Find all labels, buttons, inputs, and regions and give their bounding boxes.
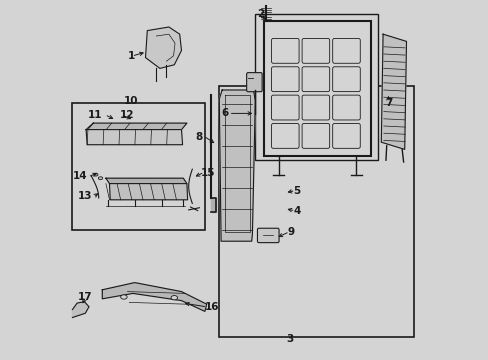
- FancyBboxPatch shape: [302, 67, 329, 91]
- Text: 1: 1: [127, 51, 134, 61]
- Polygon shape: [219, 90, 255, 241]
- FancyBboxPatch shape: [302, 95, 329, 120]
- Text: 6: 6: [221, 108, 228, 118]
- Polygon shape: [86, 130, 182, 145]
- FancyBboxPatch shape: [271, 95, 299, 120]
- Polygon shape: [102, 283, 206, 311]
- Text: 15: 15: [201, 168, 215, 178]
- Text: 4: 4: [292, 206, 300, 216]
- FancyBboxPatch shape: [302, 123, 329, 148]
- Text: 3: 3: [285, 334, 292, 344]
- Text: 14: 14: [72, 171, 87, 181]
- Polygon shape: [211, 198, 215, 212]
- Text: 17: 17: [78, 292, 93, 302]
- FancyBboxPatch shape: [271, 123, 299, 148]
- Ellipse shape: [121, 295, 127, 299]
- Text: 9: 9: [287, 227, 294, 237]
- Polygon shape: [145, 27, 181, 68]
- FancyBboxPatch shape: [332, 39, 360, 63]
- Bar: [264, 21, 370, 156]
- FancyBboxPatch shape: [302, 39, 329, 63]
- Polygon shape: [86, 123, 186, 130]
- Ellipse shape: [98, 177, 102, 180]
- FancyBboxPatch shape: [271, 39, 299, 63]
- FancyBboxPatch shape: [332, 67, 360, 91]
- Polygon shape: [381, 34, 406, 149]
- Text: 12: 12: [120, 110, 135, 120]
- Text: 5: 5: [292, 186, 300, 196]
- Text: 2: 2: [257, 9, 264, 19]
- Ellipse shape: [94, 173, 98, 176]
- FancyBboxPatch shape: [246, 73, 262, 92]
- Text: 16: 16: [204, 302, 219, 312]
- Polygon shape: [106, 178, 186, 184]
- Polygon shape: [72, 302, 89, 318]
- Text: 7: 7: [384, 98, 391, 108]
- FancyBboxPatch shape: [332, 123, 360, 148]
- Text: 13: 13: [78, 191, 92, 201]
- Text: 8: 8: [196, 132, 203, 142]
- FancyBboxPatch shape: [257, 228, 279, 243]
- Bar: [72, 103, 204, 230]
- Polygon shape: [109, 184, 187, 200]
- Bar: [219, 86, 413, 337]
- Bar: [255, 14, 377, 160]
- FancyBboxPatch shape: [271, 67, 299, 91]
- FancyBboxPatch shape: [332, 95, 360, 120]
- Text: 11: 11: [88, 110, 102, 120]
- Ellipse shape: [171, 296, 177, 300]
- Text: 10: 10: [123, 96, 138, 106]
